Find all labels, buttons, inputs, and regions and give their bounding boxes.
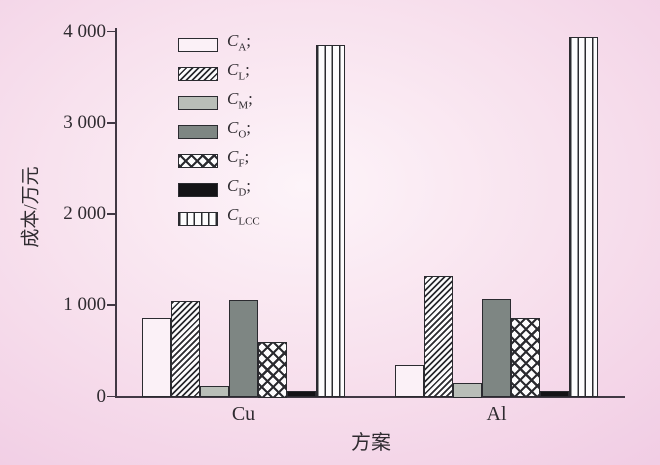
bar-CD-Al (540, 390, 569, 398)
bar-CO-Al (482, 298, 511, 398)
legend-swatch-CM (178, 95, 218, 110)
legend-item-CD: CD; (178, 175, 260, 204)
legend-label-CF: CF; (227, 147, 250, 170)
bar-CD-Cu (287, 391, 316, 398)
y-tick-1000 (107, 304, 116, 307)
bar-CF-Al (511, 318, 540, 398)
y-tick-4000 (107, 30, 116, 33)
bar-CM-Al (453, 382, 482, 398)
y-tick-label-2000: 2 000 (63, 203, 106, 224)
y-axis-title: 成本/万元 (20, 166, 42, 248)
legend-swatch-CD (178, 182, 218, 197)
y-tick-label-1000: 1 000 (63, 294, 106, 316)
x-tick-label-Cu: Cu (231, 403, 256, 425)
legend-label-CM: CM; (227, 89, 253, 112)
bar-CLCC-Al (569, 36, 598, 398)
legend-label-CLCC: CLCC (227, 205, 260, 228)
legend-label-CO: CO; (227, 118, 252, 141)
bar-CF-Cu (258, 341, 287, 398)
legend-swatch-CA (178, 37, 218, 52)
legend-item-CM: CM; (178, 88, 260, 117)
legend: CA; CL; CM; CO; CF; CD; CLCC (178, 30, 260, 233)
y-tick-2000 (107, 213, 116, 215)
bar-CA-Cu (142, 318, 171, 398)
legend-swatch-CLCC (178, 211, 218, 226)
legend-swatch-CO (178, 124, 218, 139)
y-tick-0 (107, 395, 116, 398)
y-tick-3000 (107, 121, 116, 124)
bar-CL-Cu (171, 301, 200, 398)
legend-swatch-CF (178, 153, 218, 168)
y-axis-line (115, 28, 117, 398)
legend-item-CLCC: CLCC (178, 204, 260, 233)
y-tick-label-3000: 3 000 (63, 111, 106, 133)
legend-item-CF: CF; (178, 146, 260, 175)
bar-CL-Al (424, 276, 453, 398)
legend-item-CL: CL; (178, 59, 260, 88)
legend-label-CL: CL; (227, 60, 250, 83)
y-tick-label-0: 0 (96, 385, 107, 407)
legend-item-CO: CO; (178, 117, 260, 146)
x-axis-title: 方案 (351, 432, 391, 454)
legend-swatch-CL (178, 66, 218, 81)
legend-label-CA: CA; (227, 31, 252, 54)
bar-CLCC-Cu (316, 44, 345, 398)
legend-label-CD: CD; (227, 176, 252, 199)
bar-CM-Cu (200, 386, 229, 398)
y-tick-label-4000: 4 000 (63, 20, 106, 42)
x-tick-label-Al: Al (486, 403, 507, 425)
x-axis-line (117, 396, 625, 398)
bar-CA-Al (395, 365, 424, 398)
legend-item-CA: CA; (178, 30, 260, 59)
bar-CO-Cu (229, 299, 258, 398)
